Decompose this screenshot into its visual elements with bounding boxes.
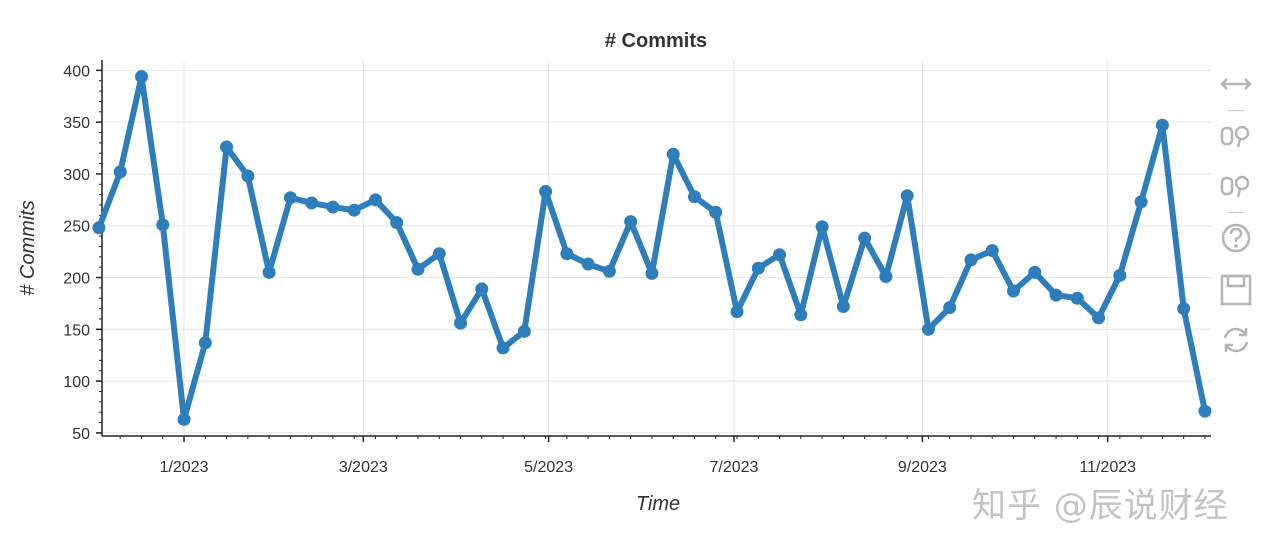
toolbar-divider — [1228, 110, 1244, 111]
x-tick-label: 11/2023 — [1079, 459, 1136, 476]
data-point — [496, 341, 510, 355]
data-point — [539, 185, 553, 199]
data-point — [815, 220, 829, 234]
data-point — [687, 190, 701, 204]
tick-labels: 50 100 150 200 250 300 350 400 1/2023 3/2023 5/202… — [63, 63, 1136, 476]
data-point — [751, 261, 765, 275]
save-tool[interactable] — [1214, 270, 1258, 310]
reset-tool[interactable] — [1214, 320, 1258, 360]
y-tick-label: 50 — [72, 426, 90, 443]
data-point — [113, 165, 127, 179]
toolbar-divider — [1228, 212, 1244, 213]
data-point — [730, 305, 744, 319]
data-point — [92, 221, 106, 235]
data-point — [1028, 265, 1042, 279]
data-point — [177, 412, 191, 426]
data-point — [1198, 404, 1212, 418]
data-point — [666, 147, 680, 161]
data-point — [879, 269, 893, 283]
y-tick-label: 350 — [63, 115, 90, 132]
y-tick-label: 150 — [63, 322, 90, 339]
y-axis-title: # Commits — [17, 200, 39, 296]
x-tick-label: 5/2023 — [524, 459, 573, 476]
data-point — [368, 193, 382, 207]
box-zoom-icon — [1220, 125, 1250, 148]
save-icon — [1220, 274, 1252, 306]
data-point — [943, 301, 957, 315]
series-commits — [92, 70, 1212, 426]
data-point — [411, 262, 425, 276]
data-point — [390, 216, 404, 230]
data-point — [900, 189, 914, 203]
data-point — [326, 200, 340, 214]
x-tick-label: 3/2023 — [339, 459, 388, 476]
data-point — [241, 169, 255, 183]
data-point — [858, 231, 872, 245]
x-tick-label: 1/2023 — [160, 459, 209, 476]
axes — [96, 60, 1211, 442]
x-tick-label: 9/2023 — [898, 459, 947, 476]
box-zoom-tool[interactable] — [1214, 116, 1258, 156]
data-point — [1049, 288, 1063, 302]
help-tool[interactable] — [1214, 218, 1258, 258]
data-point — [156, 218, 170, 232]
data-point — [794, 308, 808, 322]
data-point — [560, 247, 574, 261]
data-point — [1092, 311, 1106, 325]
help-icon — [1221, 223, 1251, 253]
data-point — [985, 244, 999, 258]
data-point — [709, 205, 723, 219]
data-point — [581, 257, 595, 271]
data-point — [454, 316, 468, 330]
data-point — [1070, 291, 1084, 305]
reset-icon — [1223, 327, 1249, 353]
pan-icon — [1220, 78, 1252, 90]
data-point — [134, 70, 148, 84]
data-point — [1155, 118, 1169, 132]
data-point — [432, 247, 446, 261]
wheel-zoom-tool[interactable] — [1214, 166, 1258, 206]
data-point — [836, 300, 850, 314]
data-point — [921, 322, 935, 336]
wheel-zoom-icon — [1220, 175, 1250, 198]
data-point — [1113, 268, 1127, 282]
x-tick-label: 7/2023 — [710, 459, 759, 476]
data-point — [1134, 195, 1148, 209]
x-axis-title: Time — [636, 493, 680, 515]
data-point — [964, 253, 978, 267]
data-point — [517, 324, 531, 338]
data-point — [773, 248, 787, 262]
data-point — [305, 196, 319, 210]
data-point — [283, 191, 297, 205]
data-point — [1007, 284, 1021, 298]
data-point — [220, 140, 234, 154]
data-point — [645, 266, 659, 280]
data-point — [262, 265, 276, 279]
y-tick-label: 250 — [63, 219, 90, 236]
data-point — [602, 264, 616, 278]
data-point — [624, 215, 638, 229]
series-line — [96, 73, 1208, 423]
chart-title: # Commits — [605, 30, 707, 52]
data-point — [475, 282, 489, 296]
y-tick-label: 200 — [63, 271, 90, 288]
y-tick-label: 400 — [63, 63, 90, 80]
pan-tool[interactable] — [1214, 64, 1258, 104]
watermark: 知乎 @辰说财经 — [972, 486, 1229, 526]
y-tick-label: 100 — [63, 374, 90, 391]
data-point — [347, 203, 361, 217]
y-tick-label: 300 — [63, 167, 90, 184]
data-point — [198, 336, 212, 350]
grid — [102, 60, 1211, 436]
data-point — [1177, 302, 1191, 316]
